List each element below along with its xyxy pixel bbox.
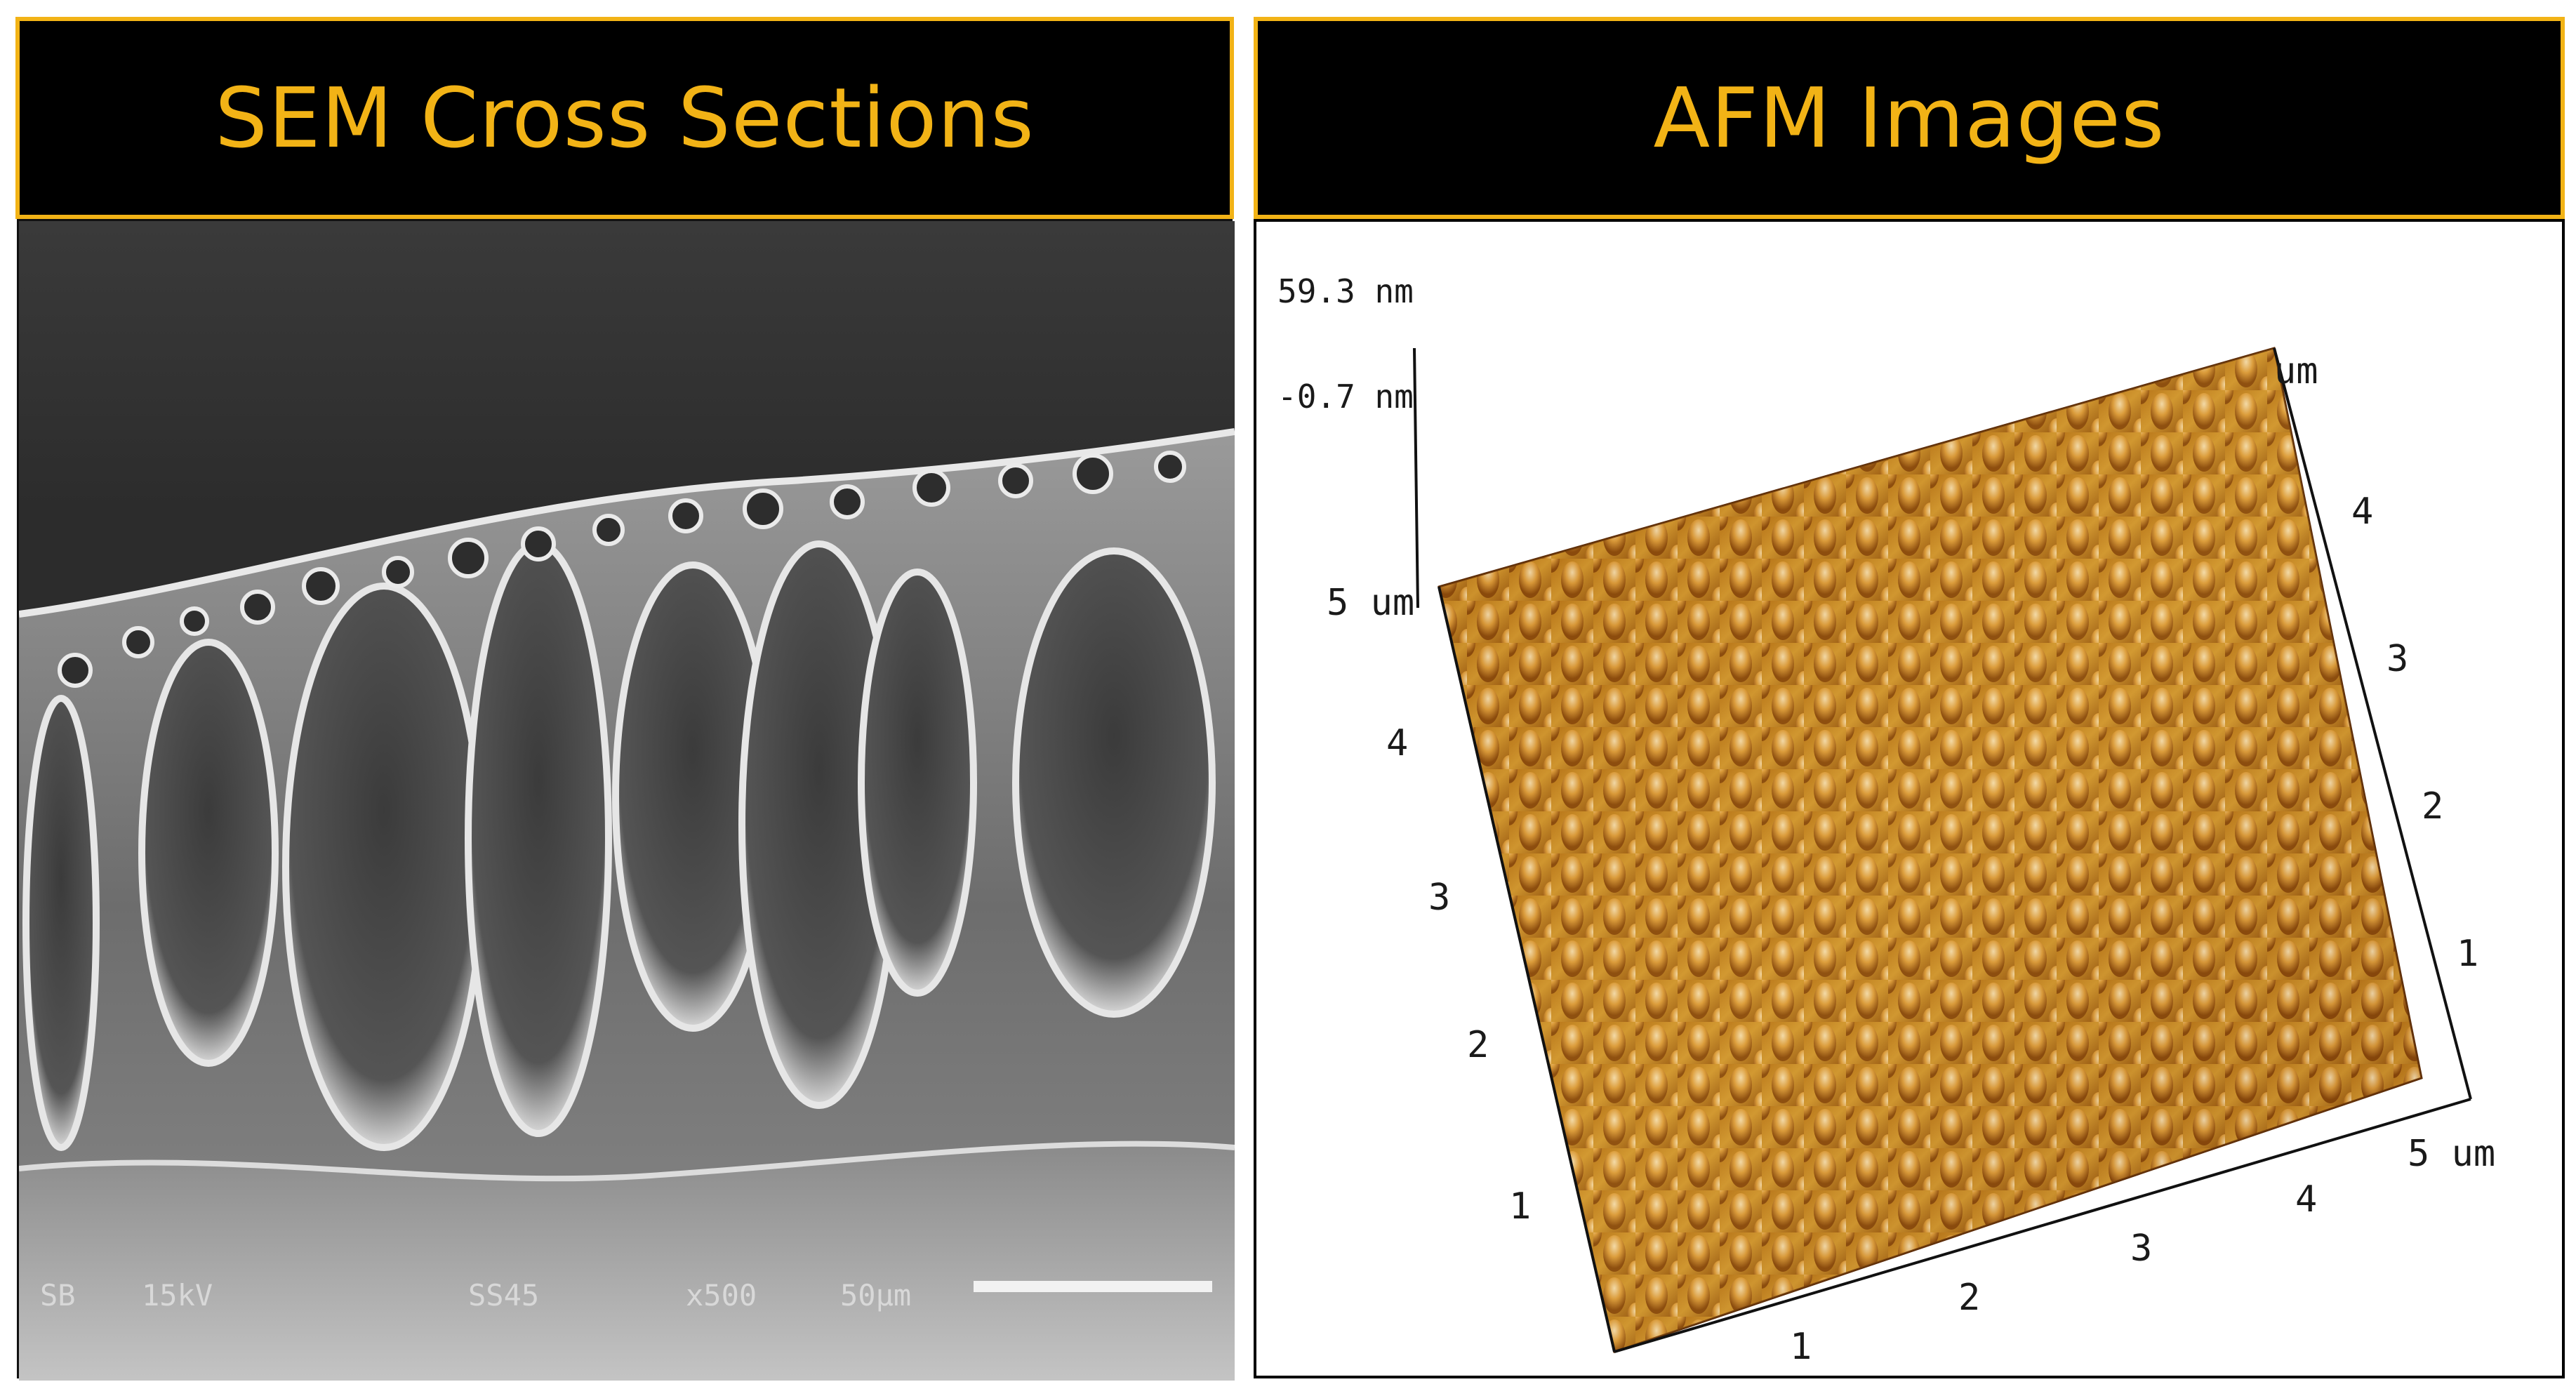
svg-text:3: 3: [1428, 877, 1450, 919]
sem-info-bar: SB 15kV SS45 x500 50μm: [40, 1278, 911, 1312]
afm-axes: [1438, 347, 2472, 1353]
sem-scale-bar: [974, 1281, 1212, 1292]
svg-text:2: 2: [2422, 785, 2443, 827]
svg-text:1: 1: [2457, 933, 2478, 975]
svg-text:4: 4: [2295, 1178, 2317, 1221]
sem-panel-header: SEM Cross Sections: [15, 17, 1234, 219]
svg-text:1: 1: [1790, 1326, 1812, 1368]
afm-image: 59.3 nm -0.7 nm 5 um 4 3 2 1 1 2 3 4 5 u…: [1254, 219, 2565, 1378]
svg-text:3: 3: [2386, 638, 2408, 680]
afm-left-axis-labels: 5 um 4 3 2 1: [1327, 582, 1531, 1228]
svg-text:5 um: 5 um: [1327, 582, 1414, 624]
sem-panel-title: SEM Cross Sections: [215, 69, 1035, 166]
svg-text:1: 1: [1509, 1185, 1531, 1228]
sem-voltage: 15kV: [142, 1278, 213, 1312]
svg-text:4: 4: [2351, 491, 2373, 533]
afm-bottom-axis-labels: 1 2 3 4 5 um: [1790, 1133, 2495, 1368]
sem-micrograph: SB 15kV SS45 x500 50μm: [19, 221, 1235, 1381]
sem-magnification: x500: [686, 1278, 757, 1312]
svg-text:5 um: 5 um: [2408, 1133, 2495, 1175]
sem-scale-label: 50μm: [840, 1278, 911, 1312]
surface-pores: [58, 451, 1186, 688]
sem-detector: SB: [40, 1278, 76, 1312]
macrovoids: [22, 540, 1216, 1151]
svg-text:2: 2: [1467, 1024, 1489, 1066]
afm-z-max: 59.3 nm: [1277, 272, 1414, 310]
afm-panel-header: AFM Images: [1254, 17, 2565, 219]
afm-3d-plot: 59.3 nm -0.7 nm 5 um 4 3 2 1 1 2 3 4 5 u…: [1277, 272, 2495, 1368]
afm-panel-title: AFM Images: [1653, 69, 2165, 166]
svg-text:4: 4: [1386, 722, 1408, 764]
afm-right-axis-labels: 4 3 2 1 um: [2274, 350, 2478, 975]
sem-sample: SS45: [468, 1278, 539, 1312]
afm-right-axis-unit: um: [2274, 350, 2318, 392]
sem-cross-section-image: SB 15kV SS45 x500 50μm: [17, 219, 1235, 1381]
afm-z-min: -0.7 nm: [1277, 378, 1414, 416]
svg-text:2: 2: [1958, 1277, 1980, 1319]
svg-text:3: 3: [2130, 1228, 2152, 1270]
